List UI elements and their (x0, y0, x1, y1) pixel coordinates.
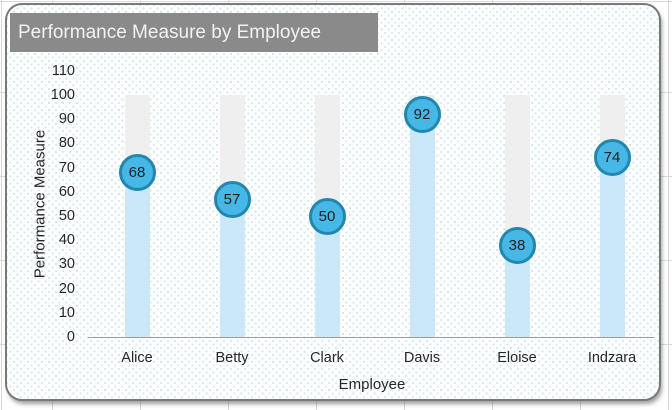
sheet-gridline-vertical (1, 0, 2, 410)
data-marker[interactable]: 92 (403, 95, 441, 133)
marker-value-label: 38 (508, 236, 526, 254)
bar-fill[interactable] (219, 199, 245, 337)
marker-value-label: 68 (128, 163, 146, 181)
marker-value-label: 74 (603, 149, 621, 167)
y-tick-label: 20 (58, 280, 75, 297)
marker-value-label: 57 (223, 190, 241, 208)
category-label: Eloise (497, 350, 537, 366)
y-tick-label: 70 (58, 159, 75, 176)
category-label: Alice (121, 350, 153, 366)
data-marker[interactable]: 38 (498, 226, 536, 264)
data-marker[interactable]: 74 (593, 139, 631, 177)
x-axis-line (88, 337, 654, 338)
x-axis-title: Employee (338, 376, 406, 393)
chart-title[interactable]: Performance Measure by Employee (10, 13, 378, 52)
bar-fill[interactable] (314, 216, 340, 337)
y-axis-title: Performance Measure (31, 129, 49, 279)
category-label: Indzara (587, 350, 637, 366)
marker-value-label: 92 (413, 105, 431, 123)
chart-card[interactable]: Performance Measure by Employee 0 10 20 30 4… (7, 5, 659, 399)
y-tick-label: 10 (58, 304, 75, 321)
data-marker[interactable]: 68 (118, 153, 156, 191)
y-tick-label: 80 (58, 135, 75, 152)
category-label: Davis (403, 350, 441, 366)
y-tick-label: 90 (58, 111, 75, 128)
marker-value-label: 50 (318, 207, 336, 225)
y-tick-label: 0 (66, 329, 75, 345)
category-label: Betty (215, 350, 249, 366)
y-tick-label: 110 (51, 62, 75, 79)
bar-fill[interactable] (124, 172, 150, 337)
bar-fill[interactable] (409, 114, 435, 337)
sheet-gridline-horizontal (0, 1, 672, 2)
y-tick-label: 100 (50, 87, 75, 103)
y-tick-label: 60 (58, 183, 75, 200)
sheet-gridline-vertical (668, 0, 669, 410)
y-tick-label: 40 (58, 232, 75, 249)
y-tick-label: 50 (58, 208, 75, 224)
y-tick-label: 30 (58, 256, 75, 273)
data-marker[interactable]: 50 (308, 197, 346, 235)
category-label: Clark (310, 350, 344, 366)
bar-fill[interactable] (599, 157, 625, 337)
data-marker[interactable]: 57 (213, 180, 251, 218)
